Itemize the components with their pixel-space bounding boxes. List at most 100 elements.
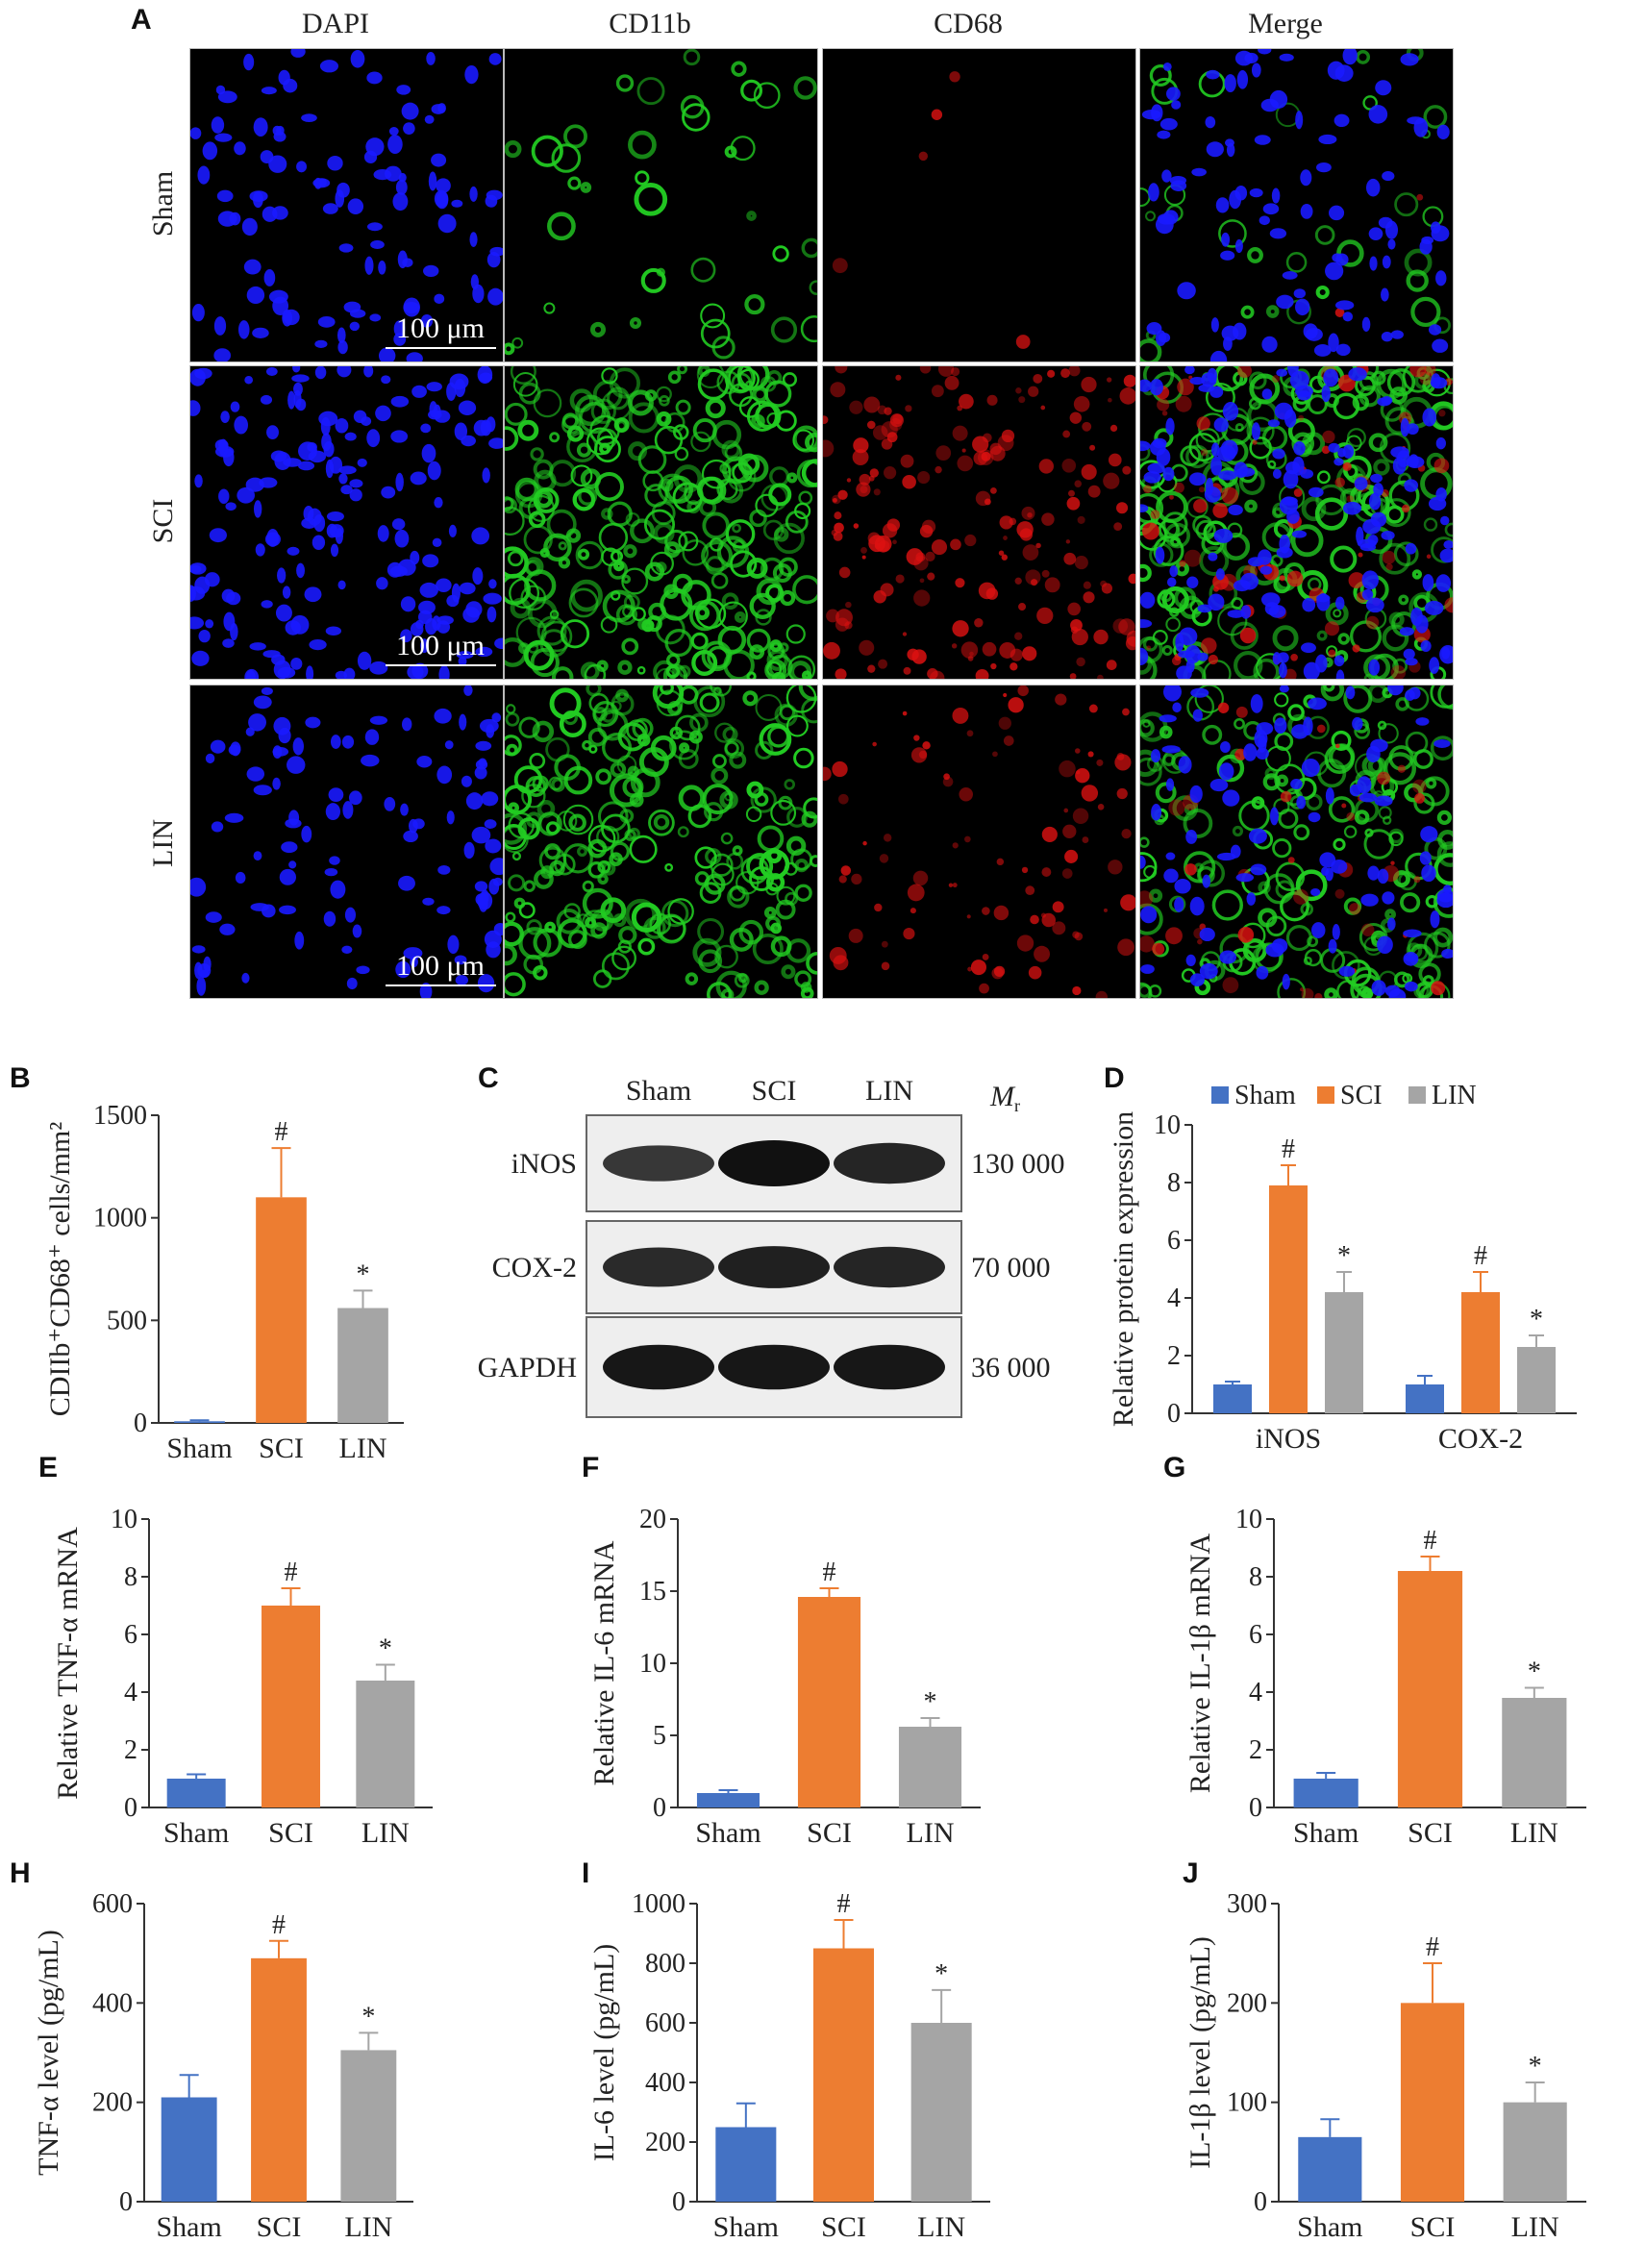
significance-mark: * <box>361 2002 375 2031</box>
micrograph-sham-cd11b <box>504 48 818 362</box>
panel-label-b: B <box>10 1062 31 1094</box>
significance-mark: # <box>1282 1134 1295 1164</box>
bar <box>262 1606 320 1807</box>
panel-label-g: G <box>1163 1452 1186 1483</box>
y-tick-label: 5 <box>653 1721 666 1751</box>
micrograph-sci-merge <box>1139 365 1454 680</box>
y-tick-label: 6 <box>1167 1226 1181 1256</box>
bar <box>715 2127 777 2202</box>
y-tick-label: 4 <box>124 1678 137 1707</box>
column-header-cd68: CD68 <box>934 8 1003 39</box>
chart-d-svg: 0 2 4 6 8 10 Relative protein expression # * iNOS… <box>1108 1081 1577 1455</box>
y-tick-label: 10 <box>1235 1505 1262 1534</box>
blot-band <box>718 1140 830 1186</box>
y-tick-label: 600 <box>645 2008 685 2038</box>
y-tick-label: 0 <box>653 1793 666 1823</box>
micrograph-sci-cd68 <box>822 365 1136 680</box>
y-tick-label: 200 <box>645 2128 685 2157</box>
blot-lane-label: SCI <box>752 1075 797 1107</box>
bar <box>910 2023 972 2202</box>
y-tick-label: 0 <box>1167 1399 1181 1429</box>
significance-mark: # <box>823 1558 836 1587</box>
y-tick-label: 200 <box>92 2088 133 2118</box>
y-axis-label: CDIIb⁺CD68⁺ cells/mm² <box>44 1122 76 1416</box>
bar <box>1461 1292 1500 1413</box>
panel-label-h: H <box>10 1857 31 1889</box>
y-axis-label: Relative IL-1β mRNA <box>1184 1533 1216 1794</box>
bar <box>251 1957 307 2202</box>
y-tick-label: 800 <box>645 1949 685 1979</box>
bar <box>340 2050 397 2202</box>
significance-mark: # <box>1474 1241 1487 1271</box>
blot-band <box>834 1142 945 1184</box>
bar <box>1213 1384 1252 1413</box>
legend-swatch <box>1211 1086 1229 1104</box>
significance-mark: * <box>1528 1657 1541 1687</box>
x-tick-label: Sham <box>713 2211 779 2243</box>
x-tick-label: LIN <box>361 1817 410 1849</box>
blot-band <box>718 1344 830 1390</box>
x-tick-label: Sham <box>163 1817 229 1849</box>
figure-a: A DAPI CD11b CD68 Merge Sham SCI LIN 100… <box>0 0 1645 1019</box>
blot-band <box>834 1246 945 1288</box>
blot-lane-label: Sham <box>626 1075 691 1107</box>
y-tick-label: 400 <box>92 1988 133 2018</box>
column-header-cd11b: CD11b <box>609 8 691 39</box>
micrograph-lin-merge <box>1139 685 1454 999</box>
chart-e-svg: 0 2 4 6 8 10 Relative TNF-α mRNA Sham # SCI * LIN <box>52 1505 433 1849</box>
significance-mark: * <box>1337 1241 1351 1271</box>
scale-bar-label: 100 μm <box>396 630 485 661</box>
column-header-dapi: DAPI <box>301 8 369 39</box>
bar <box>1325 1292 1363 1413</box>
scale-bar-label: 100 μm <box>396 312 485 344</box>
blot-band <box>603 1344 714 1390</box>
x-tick-label: iNOS <box>1256 1423 1321 1455</box>
scale-bar-sci: 100 μm <box>383 630 498 666</box>
blot-band <box>603 1247 714 1287</box>
legend-swatch <box>1408 1086 1426 1104</box>
y-tick-label: 0 <box>1249 1793 1262 1823</box>
chart-b: 0 500 1000 1500 CDIIb⁺CD68⁺ cells/mm² Sham # SC… <box>0 1086 423 1476</box>
y-axis-label: Relative TNF-α mRNA <box>52 1527 84 1800</box>
x-tick-label: Sham <box>1293 1817 1358 1849</box>
y-tick-label: 100 <box>1227 2088 1267 2118</box>
y-tick-label: 8 <box>1167 1168 1181 1198</box>
y-tick-label: 1500 <box>93 1101 147 1131</box>
bar <box>1517 1347 1556 1413</box>
significance-mark: # <box>272 1910 286 1940</box>
x-tick-label: SCI <box>268 1817 313 1849</box>
chart-j: 0 100 200 300 IL-1β level (pg/mL) Sham # SCI * LI… <box>1183 1865 1606 2264</box>
y-tick-label: 600 <box>92 1889 133 1919</box>
bar <box>1269 1185 1308 1413</box>
western-blot-graphic: Sham SCI LIN Mr iNOS 130 000 COX-2 70 000 GAPDH 3… <box>478 1075 1065 1418</box>
legend-label: SCI <box>1340 1081 1383 1110</box>
y-tick-label: 6 <box>124 1620 137 1650</box>
bar <box>337 1308 388 1423</box>
bar <box>356 1681 415 1807</box>
significance-mark: * <box>1530 1305 1543 1334</box>
western-blot: Sham SCI LIN Mr iNOS 130 000 COX-2 70 000 GAPDH 3… <box>452 1067 1077 1433</box>
y-tick-label: 4 <box>1167 1284 1181 1313</box>
y-tick-label: 0 <box>134 1408 147 1438</box>
blot-protein-label: iNOS <box>511 1148 577 1180</box>
y-tick-label: 4 <box>1249 1678 1262 1707</box>
legend-label: Sham <box>1234 1081 1296 1110</box>
chart-h: 0 200 400 600 TNF-α level (pg/mL) Sham # SCI * LI… <box>19 1865 433 2264</box>
blot-band <box>603 1145 714 1182</box>
significance-mark: * <box>357 1259 370 1289</box>
x-tick-label: SCI <box>1408 1817 1453 1849</box>
y-tick-label: 0 <box>124 1793 137 1823</box>
x-tick-label: LIN <box>1510 1817 1558 1849</box>
x-tick-label: LIN <box>907 1817 955 1849</box>
micrograph-sci-cd11b <box>504 365 818 680</box>
y-tick-label: 15 <box>639 1577 666 1607</box>
bar <box>166 1779 226 1807</box>
blot-band <box>834 1344 945 1390</box>
bar <box>1293 1779 1358 1807</box>
significance-mark: * <box>924 1687 937 1717</box>
y-tick-label: 10 <box>639 1649 666 1679</box>
y-tick-label: 500 <box>107 1306 147 1335</box>
chart-d: 0 2 4 6 8 10 Relative protein expression # * iNOS… <box>1096 1077 1596 1466</box>
significance-mark: * <box>935 1959 948 1989</box>
y-axis-label: IL-1β level (pg/mL) <box>1184 1936 1216 2169</box>
